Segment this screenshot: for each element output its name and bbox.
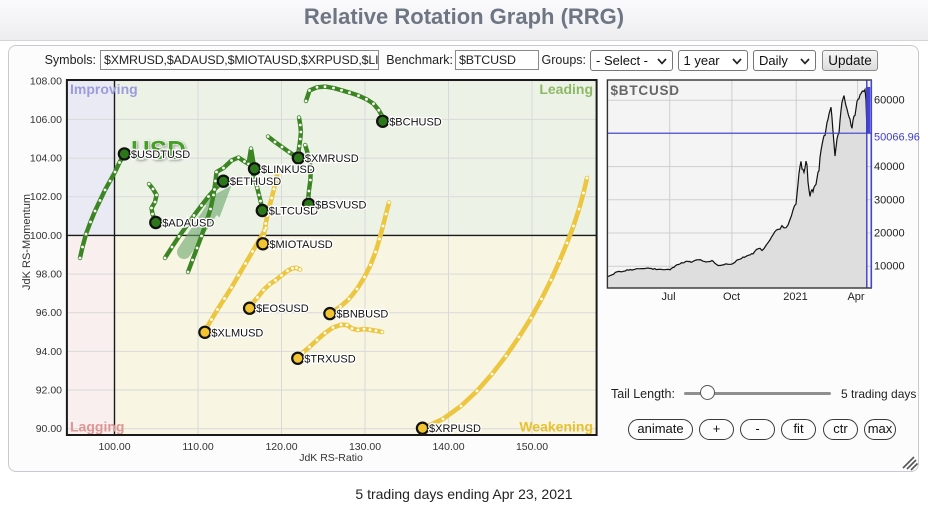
- svg-text:Jul: Jul: [661, 291, 675, 303]
- svg-text:Lagging: Lagging: [70, 419, 124, 435]
- svg-text:94.00: 94.00: [36, 346, 62, 358]
- svg-text:$XLMUSD: $XLMUSD: [211, 327, 263, 339]
- svg-text:$LINKUSD: $LINKUSD: [261, 164, 315, 176]
- svg-text:Apr: Apr: [847, 291, 864, 303]
- svg-text:92.00: 92.00: [36, 385, 62, 397]
- svg-text:$ADAUSD: $ADAUSD: [162, 218, 214, 230]
- svg-text:$XRPUSD: $XRPUSD: [429, 423, 481, 435]
- svg-text:USD: USD: [131, 135, 186, 165]
- svg-text:Oct: Oct: [723, 291, 740, 303]
- svg-text:Leading: Leading: [539, 81, 593, 97]
- svg-text:$BNBUSD: $BNBUSD: [336, 309, 388, 321]
- svg-text:$XMRUSD: $XMRUSD: [305, 153, 359, 165]
- svg-text:120.00: 120.00: [265, 441, 297, 453]
- svg-text:60000: 60000: [874, 95, 905, 107]
- svg-text:96.00: 96.00: [36, 307, 62, 319]
- svg-text:98.00: 98.00: [36, 269, 62, 281]
- svg-text:100.00: 100.00: [98, 441, 130, 453]
- svg-text:30000: 30000: [874, 194, 905, 206]
- svg-text:Improving: Improving: [70, 81, 138, 97]
- svg-text:$MIOTAUSD: $MIOTAUSD: [269, 239, 332, 251]
- svg-text:JdK RS-Momentum: JdK RS-Momentum: [21, 194, 33, 290]
- svg-text:$BTCUSD: $BTCUSD: [611, 83, 680, 98]
- svg-text:10000: 10000: [874, 261, 905, 273]
- svg-text:40000: 40000: [874, 161, 905, 173]
- svg-text:104.00: 104.00: [30, 153, 62, 165]
- svg-text:140.00: 140.00: [432, 441, 464, 453]
- svg-text:50066.96: 50066.96: [874, 132, 920, 144]
- svg-text:108.00: 108.00: [30, 75, 62, 87]
- svg-text:Weakening: Weakening: [519, 419, 593, 435]
- svg-text:100.00: 100.00: [30, 230, 62, 242]
- svg-text:150.00: 150.00: [516, 441, 548, 453]
- svg-text:$BSVUSD: $BSVUSD: [315, 199, 366, 211]
- svg-text:106.00: 106.00: [30, 114, 62, 126]
- svg-text:20000: 20000: [874, 228, 905, 240]
- svg-text:$TRXUSD: $TRXUSD: [304, 353, 355, 365]
- svg-text:$EOSUSD: $EOSUSD: [256, 303, 309, 315]
- svg-text:110.00: 110.00: [182, 441, 213, 453]
- svg-text:JdK RS-Ratio: JdK RS-Ratio: [299, 452, 363, 464]
- svg-text:$BCHUSD: $BCHUSD: [389, 116, 442, 128]
- svg-text:2021: 2021: [783, 291, 807, 303]
- svg-text:$ETHUSD: $ETHUSD: [230, 176, 281, 188]
- svg-text:90.00: 90.00: [36, 423, 62, 435]
- svg-text:130.00: 130.00: [349, 441, 381, 453]
- svg-text:$LTCUSD: $LTCUSD: [269, 206, 318, 218]
- svg-text:$USDTUSD: $USDTUSD: [131, 149, 190, 161]
- svg-text:102.00: 102.00: [30, 191, 62, 203]
